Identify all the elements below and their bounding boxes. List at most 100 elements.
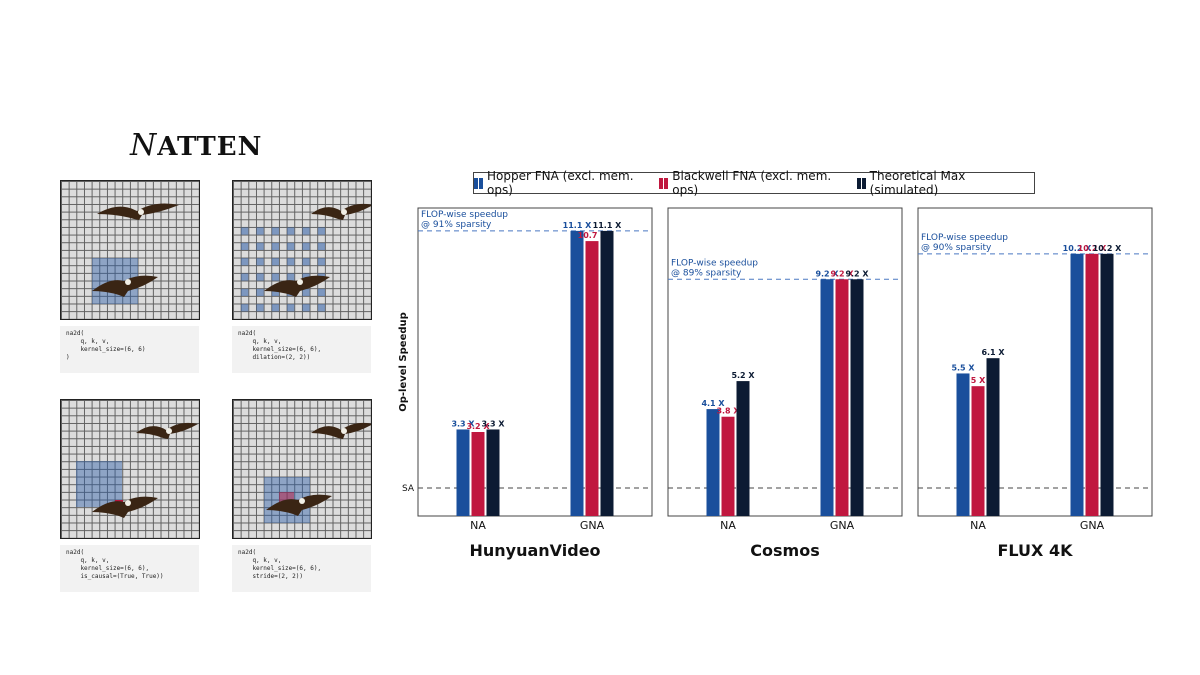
bar-gna-1 (585, 241, 599, 516)
bar-value-label: 9.2 X (830, 269, 854, 278)
dilated-cell (256, 273, 264, 281)
code-line: na2d( (66, 549, 85, 556)
dilated-cell (302, 242, 310, 251)
code-line: stride=(2, 2)) (238, 573, 304, 580)
dilated-cell (287, 304, 295, 312)
bar-gna-2 (1100, 253, 1114, 516)
bar-gna-0 (1070, 253, 1084, 516)
flop-label: FLOP-wise speedup (921, 233, 1008, 243)
na-grid-strided (232, 399, 372, 539)
dilated-cell (287, 242, 295, 251)
dilated-cell (256, 304, 264, 312)
na-causal-overlay (76, 422, 198, 518)
na-grid-causal (60, 399, 200, 539)
dilated-cell (256, 242, 264, 251)
bar-value-label: 3.8 X (716, 407, 740, 416)
code-line: q, k, v, (66, 338, 110, 345)
bar-value-label: 10.2 X (1063, 244, 1093, 253)
category-label: NA (970, 519, 986, 532)
bar-value-label: 11.1 X (563, 221, 593, 230)
dilated-cell (302, 304, 310, 312)
bar-value-label: 10.2 X (1078, 244, 1108, 253)
dilated-cell (271, 273, 280, 281)
dilated-cell (287, 227, 295, 235)
chart-legend: Hopper FNA (excl. mem. ops) Blackwell FN… (473, 169, 1035, 197)
logo-calligraphic-n: N (130, 128, 158, 163)
dilated-cell (302, 288, 310, 297)
legend-item-hopper: Hopper FNA (excl. mem. ops) (474, 169, 659, 197)
na-grid-basic (60, 180, 200, 320)
bar-value-label: 9.2 X (845, 269, 869, 278)
bar-gna-1 (1085, 253, 1099, 516)
bar-na-1 (721, 416, 735, 516)
chart-frame (667, 207, 903, 517)
code-line: kernel_size=(6, 6), (66, 565, 150, 572)
bar-value-label: 11.1 X (593, 221, 623, 230)
code-line: kernel_size=(6, 6), (238, 565, 322, 572)
legend-swatch (659, 177, 669, 189)
bar-value-label: 3.3 X (481, 419, 505, 428)
causal-window (76, 461, 122, 507)
eagle-icon (92, 496, 158, 518)
flop-sparsity-label: @ 90% sparsity (921, 243, 992, 253)
na-grid-dilated (232, 180, 372, 320)
dilated-cell (302, 227, 310, 235)
dilated-cell (287, 273, 295, 281)
dilated-cell (241, 242, 249, 251)
bar-value-label: 9.2 X (815, 269, 839, 278)
dilated-cell (241, 273, 249, 281)
dilated-cell (302, 258, 310, 266)
dilated-cell (256, 288, 264, 297)
y-axis-label: Op-level Speedup (398, 312, 409, 412)
dilated-cell (271, 288, 280, 297)
code-line: ) (66, 354, 70, 361)
bar-na-0 (706, 409, 720, 516)
bar-value-label: 5.5 X (951, 363, 975, 372)
legend-label: Hopper FNA (excl. mem. ops) (487, 169, 634, 197)
na-basic-overlay (92, 203, 179, 304)
code-line: na2d( (66, 330, 85, 337)
flop-label: FLOP-wise speedup (671, 258, 758, 268)
legend-item-theoretical: Theoretical Max (simulated) (856, 169, 1034, 197)
eagle-icon (264, 275, 330, 297)
chart-frame (417, 207, 653, 517)
category-label: GNA (580, 519, 605, 532)
bar-na-1 (471, 432, 485, 516)
dilated-cell (317, 288, 326, 297)
code-line: na2d( (238, 330, 257, 337)
bar-value-label: 10.2 X (1093, 244, 1123, 253)
code-line: na2d( (238, 549, 257, 556)
legend-label: Blackwell FNA (excl. mem. ops) (672, 169, 832, 197)
code-line: q, k, v, (66, 557, 110, 564)
dilated-cell (287, 258, 295, 266)
dilated-cell (241, 288, 249, 297)
chart-title: FLUX 4K (998, 541, 1074, 560)
bar-na-0 (456, 429, 470, 516)
bar-gna-0 (570, 230, 584, 516)
dilated-cell (271, 304, 280, 312)
eagle-icon (311, 203, 371, 220)
eagle-icon (97, 203, 179, 220)
code-line: kernel_size=(6, 6), (238, 346, 322, 353)
bar-gna-1 (835, 279, 849, 516)
na-strided-overlay (264, 422, 371, 523)
code-line: dilation=(2, 2)) (238, 354, 311, 361)
category-label: GNA (1080, 519, 1105, 532)
chart-title: Cosmos (750, 541, 819, 560)
dilated-cell (241, 304, 249, 312)
dilated-cell (271, 242, 280, 251)
na-dilated-overlay (241, 203, 371, 312)
bar-na-2 (986, 358, 1000, 516)
code-snippet-dilated: na2d( q, k, v, kernel_size=(6, 6), dilat… (232, 326, 371, 373)
legend-swatch (856, 177, 866, 189)
flop-sparsity-label: @ 89% sparsity (671, 268, 742, 278)
dilated-cell (271, 227, 280, 235)
bar-na-1 (971, 386, 985, 516)
eagle-icon (311, 422, 371, 439)
bar-gna-2 (850, 279, 864, 516)
dilated-cell (256, 258, 264, 266)
code-snippet-causal: na2d( q, k, v, kernel_size=(6, 6), is_ca… (60, 545, 199, 592)
category-label: GNA (830, 519, 855, 532)
dilated-cell (317, 304, 326, 312)
